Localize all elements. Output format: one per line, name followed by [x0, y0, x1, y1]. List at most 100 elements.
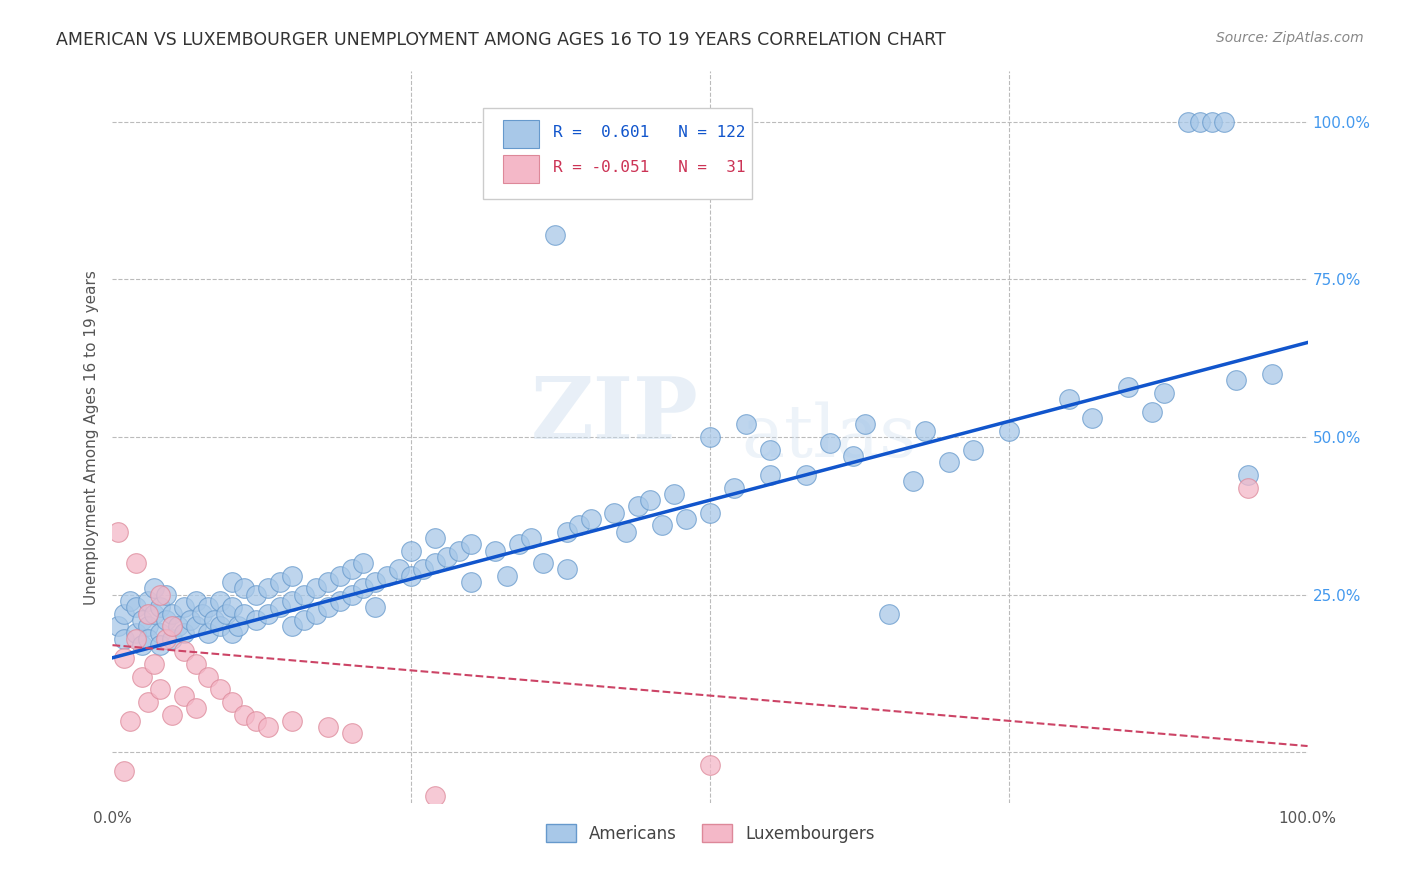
Point — [1189, 115, 1212, 129]
Point — [340, 726, 363, 740]
Point — [257, 582, 280, 596]
Point — [425, 556, 447, 570]
Point — [138, 607, 160, 621]
Point — [131, 670, 153, 684]
Point — [555, 524, 578, 539]
Point — [114, 764, 135, 779]
Point — [197, 670, 219, 684]
Point — [555, 562, 578, 576]
Point — [155, 632, 177, 646]
Y-axis label: Unemployment Among Ages 16 to 19 years: Unemployment Among Ages 16 to 19 years — [84, 269, 100, 605]
Point — [107, 524, 129, 539]
Point — [603, 506, 626, 520]
Point — [699, 506, 721, 520]
Point — [186, 619, 208, 633]
Point — [1237, 481, 1260, 495]
Point — [1081, 411, 1104, 425]
Point — [460, 537, 482, 551]
Point — [149, 625, 172, 640]
Point — [155, 613, 177, 627]
Text: R = -0.051   N =  31: R = -0.051 N = 31 — [554, 161, 747, 176]
Point — [162, 707, 183, 722]
Point — [173, 625, 195, 640]
FancyBboxPatch shape — [503, 155, 538, 183]
Point — [842, 449, 865, 463]
Point — [484, 543, 506, 558]
Point — [233, 707, 256, 722]
Point — [209, 619, 232, 633]
Point — [162, 607, 183, 621]
Point — [269, 600, 291, 615]
Point — [568, 518, 591, 533]
Point — [292, 588, 315, 602]
Point — [1057, 392, 1080, 407]
Point — [245, 613, 267, 627]
Point — [114, 632, 135, 646]
Point — [1142, 405, 1164, 419]
Point — [143, 582, 166, 596]
Point — [401, 569, 423, 583]
Point — [125, 632, 148, 646]
FancyBboxPatch shape — [484, 108, 752, 200]
Point — [281, 714, 304, 728]
Point — [221, 625, 243, 640]
Point — [138, 695, 160, 709]
Point — [209, 682, 232, 697]
Point — [1201, 115, 1223, 129]
Point — [699, 758, 721, 772]
Point — [114, 607, 135, 621]
Point — [221, 575, 243, 590]
Text: Source: ZipAtlas.com: Source: ZipAtlas.com — [1216, 31, 1364, 45]
Point — [818, 436, 841, 450]
Point — [269, 575, 291, 590]
Point — [215, 607, 238, 621]
Point — [1213, 115, 1236, 129]
Point — [699, 430, 721, 444]
Point — [257, 607, 280, 621]
Point — [1237, 467, 1260, 482]
Point — [938, 455, 960, 469]
Point — [125, 600, 148, 615]
Text: atlas: atlas — [742, 401, 917, 473]
Point — [143, 607, 166, 621]
Point — [914, 424, 936, 438]
Point — [209, 594, 232, 608]
Point — [138, 632, 160, 646]
Text: ZIP: ZIP — [530, 373, 699, 457]
Point — [114, 650, 135, 665]
Point — [245, 714, 267, 728]
Point — [531, 556, 554, 570]
FancyBboxPatch shape — [503, 120, 538, 148]
Point — [998, 424, 1021, 438]
Point — [257, 720, 280, 734]
Point — [167, 619, 190, 633]
Point — [233, 607, 256, 621]
Point — [292, 613, 315, 627]
Text: R =  0.601   N = 122: R = 0.601 N = 122 — [554, 125, 747, 139]
Point — [281, 619, 304, 633]
Point — [316, 720, 339, 734]
Point — [131, 613, 153, 627]
Point — [138, 619, 160, 633]
Point — [520, 531, 543, 545]
Point — [855, 417, 877, 432]
Legend: Americans, Luxembourgers: Americans, Luxembourgers — [538, 818, 882, 849]
Point — [329, 594, 352, 608]
Point — [496, 569, 519, 583]
Point — [197, 600, 219, 615]
Point — [186, 657, 208, 671]
Point — [388, 562, 411, 576]
Point — [186, 594, 208, 608]
Point — [186, 701, 208, 715]
Point — [759, 442, 782, 457]
Point — [735, 417, 758, 432]
Point — [305, 582, 328, 596]
Point — [962, 442, 984, 457]
Point — [794, 467, 817, 482]
Point — [155, 588, 177, 602]
Point — [879, 607, 901, 621]
Point — [447, 543, 470, 558]
Point — [138, 594, 160, 608]
Point — [316, 600, 339, 615]
Point — [352, 556, 374, 570]
